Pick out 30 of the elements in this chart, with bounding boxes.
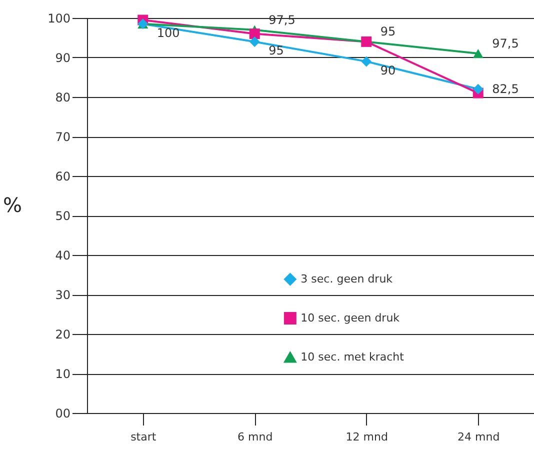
x-tick-label: 12 mnd (346, 430, 388, 444)
y-tick-label: 30 (55, 288, 70, 302)
legend-label: 10 sec. geen druk (300, 311, 400, 324)
x-tick-label: start (130, 430, 157, 444)
annotation: 100 (156, 26, 180, 40)
point (249, 28, 260, 40)
legend-label: 10 sec. met kracht (300, 350, 405, 364)
y-tick-label: 10 (55, 367, 70, 381)
point (249, 36, 260, 47)
y-tick-label: 50 (55, 209, 70, 223)
y-tick-label: 40 (55, 248, 70, 262)
y-tick-label: 70 (55, 130, 70, 144)
point (472, 49, 484, 58)
point (361, 56, 372, 67)
annotation: 95 (268, 44, 284, 58)
y-tick-label: 20 (55, 328, 70, 342)
annotation: 90 (380, 63, 396, 78)
point (472, 84, 484, 94)
y-tick-label: 80 (55, 90, 70, 104)
y-tick-label: 60 (55, 170, 70, 184)
y-tick-label: 100 (48, 12, 70, 26)
legend-label: 3 sec. geen druk (300, 272, 394, 286)
y-tick-label: 90 (55, 51, 70, 65)
y-tick-label: 00 (55, 406, 70, 420)
x-tick-label: 24 mnd (458, 430, 500, 444)
annotation: 82,5 (492, 82, 519, 96)
annotation: 95 (380, 24, 396, 39)
y-axis-title: % (2, 193, 22, 217)
annotation: 97,5 (492, 36, 519, 51)
x-tick-label: 6 mnd (238, 430, 273, 444)
